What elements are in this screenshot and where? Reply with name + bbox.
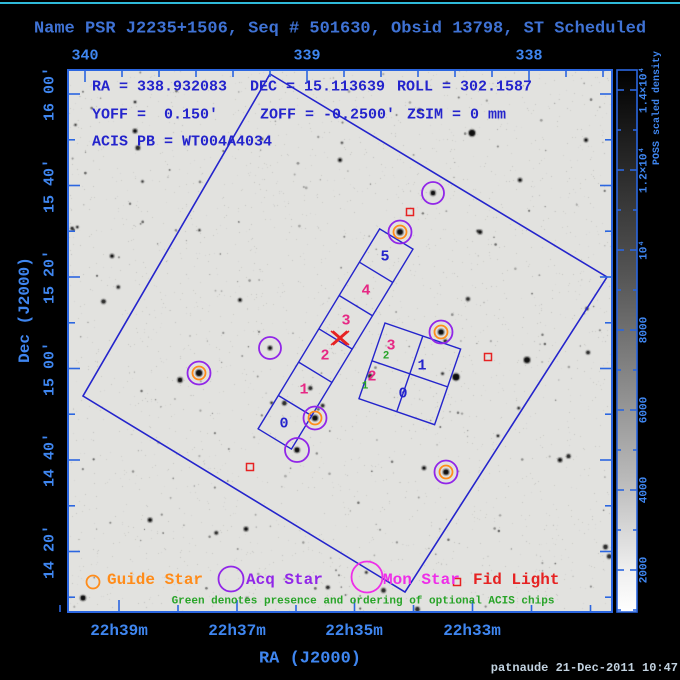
colorbar-gradient xyxy=(617,70,637,612)
fid-light-marker xyxy=(483,352,493,362)
legend-fid-symbol xyxy=(452,577,462,587)
acq-star-marker xyxy=(421,181,445,205)
aimpoint-x-marker xyxy=(330,330,348,346)
guide-star-marker xyxy=(438,464,454,480)
colorbar-frame xyxy=(616,69,638,613)
fid-light-marker xyxy=(405,207,415,217)
aimpoint-x-marker xyxy=(332,330,350,346)
observation-title: Name PSR J2235+1506, Seq # 501630, Obsid… xyxy=(33,19,647,39)
plot-frame xyxy=(67,69,613,613)
acis-s-divider xyxy=(338,294,373,317)
guide-star-marker xyxy=(433,324,449,340)
legend-acq-symbol xyxy=(217,565,245,593)
guide-star-marker xyxy=(191,365,207,381)
acis-s-divider xyxy=(277,394,313,417)
acis-i-array xyxy=(358,322,462,426)
acis-i-divider xyxy=(371,360,448,388)
guide-star-marker xyxy=(392,224,408,240)
acq-star-marker xyxy=(387,219,413,245)
acis-s-array xyxy=(257,227,414,451)
fid-light-marker xyxy=(245,462,255,472)
guide-star-marker xyxy=(307,410,323,426)
hrma-fov-outline xyxy=(81,72,609,594)
legend-guide-symbol xyxy=(85,574,101,590)
acq-star-marker xyxy=(428,319,454,345)
acq-star-marker xyxy=(284,437,310,463)
acis-s-divider xyxy=(359,261,394,284)
acis-s-divider xyxy=(318,328,353,350)
acq-star-marker xyxy=(433,459,459,485)
acis-s-divider xyxy=(298,361,333,384)
window-top-border xyxy=(0,2,680,4)
acq-star-marker xyxy=(258,336,282,360)
acq-star-marker xyxy=(302,405,328,431)
legend-mon-symbol xyxy=(350,560,384,594)
acq-star-marker xyxy=(186,360,212,386)
